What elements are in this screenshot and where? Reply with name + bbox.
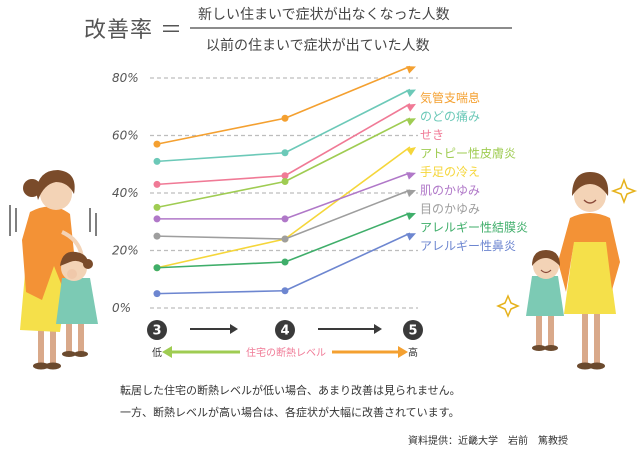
data-point bbox=[153, 232, 161, 240]
legend-item: 肌のかゆみ bbox=[420, 184, 480, 198]
data-point bbox=[153, 290, 161, 298]
x-arrow-right-head bbox=[398, 346, 408, 358]
x-tick-badge bbox=[275, 320, 295, 340]
caption-line-1: 転居した住宅の断熱レベルが低い場合、あまり改善は見られません。 bbox=[120, 384, 461, 397]
x-tick-badge bbox=[147, 320, 167, 340]
y-tick-label: 0% bbox=[112, 301, 131, 315]
data-point bbox=[153, 180, 161, 188]
x-arrow-head-1 bbox=[230, 324, 238, 334]
data-point bbox=[281, 149, 289, 157]
x-low-label: 低 bbox=[152, 346, 162, 359]
data-point bbox=[281, 235, 289, 243]
y-tick-label: 80% bbox=[112, 71, 139, 85]
series-line-segment bbox=[156, 289, 286, 295]
legend-item: アトピー性皮膚炎 bbox=[420, 146, 516, 161]
series-arrowhead bbox=[406, 66, 416, 74]
series-line-segment bbox=[284, 212, 411, 263]
mother-child-sad-illustration bbox=[9, 170, 98, 370]
series-arrowhead bbox=[406, 103, 416, 112]
data-point bbox=[281, 114, 289, 122]
fraction-bar bbox=[190, 27, 512, 29]
x-high-label: 高 bbox=[408, 346, 418, 359]
data-point bbox=[153, 157, 161, 165]
source-credit: 資料提供：近畿大学 岩前 篤教授 bbox=[408, 436, 568, 447]
data-point bbox=[153, 215, 161, 223]
series-line-segment bbox=[156, 117, 286, 145]
series-line-segment bbox=[156, 235, 286, 240]
x-axis-label: 住宅の断熱レベル bbox=[246, 346, 326, 359]
series-line-segment bbox=[284, 103, 411, 177]
data-point bbox=[281, 287, 289, 295]
x-arrow-head-2 bbox=[374, 324, 382, 334]
series-line-segment bbox=[284, 232, 411, 292]
formula-numerator: 新しい住まいで症状が出なくなった人数 bbox=[198, 7, 450, 23]
series-arrowhead bbox=[406, 172, 416, 180]
series-arrowhead bbox=[406, 189, 416, 198]
formula-equals: ＝ bbox=[160, 18, 183, 43]
formula-denominator: 以前の住まいで症状が出ていた人数 bbox=[206, 38, 430, 54]
data-point bbox=[153, 140, 161, 148]
data-point bbox=[153, 203, 161, 211]
data-point bbox=[281, 258, 289, 266]
x-tick-label: 4 bbox=[280, 324, 289, 339]
legend-item: 気管支喘息 bbox=[420, 90, 480, 105]
legend-item: 目のかゆみ bbox=[420, 202, 480, 216]
y-tick-label: 40% bbox=[112, 186, 139, 200]
legend-item: アレルギー性結膜炎 bbox=[420, 221, 528, 235]
series-line-segment bbox=[284, 65, 411, 119]
series-line-segment bbox=[284, 146, 411, 240]
x-tick-label: 3 bbox=[152, 324, 161, 339]
series-line-segment bbox=[284, 88, 411, 154]
series-arrowhead bbox=[406, 118, 416, 126]
series-line-segment bbox=[156, 261, 286, 269]
x-tick-badge bbox=[403, 320, 423, 340]
series-arrowhead bbox=[406, 212, 416, 221]
chart-legend: 気管支喘息のどの痛みせきアトピー性皮膚炎手足の冷え肌のかゆみ目のかゆみアレルギー… bbox=[420, 90, 528, 253]
x-label-bg bbox=[240, 344, 332, 359]
formula-label: 改善率 bbox=[84, 18, 154, 43]
series-arrowhead bbox=[406, 89, 416, 98]
chart-gridlines bbox=[150, 77, 418, 309]
series-line-segment bbox=[284, 117, 411, 183]
series-line-segment bbox=[284, 172, 411, 220]
series-arrowhead bbox=[406, 233, 416, 241]
x-tick-label: 5 bbox=[408, 324, 417, 339]
series-line-segment bbox=[156, 238, 286, 269]
chart-series bbox=[153, 65, 416, 298]
legend-item: のどの痛み bbox=[420, 109, 480, 124]
x-arrow-left-head bbox=[162, 346, 172, 358]
series-line-segment bbox=[284, 189, 411, 240]
series-line-segment bbox=[156, 151, 286, 163]
data-point bbox=[281, 172, 289, 180]
series-line-segment bbox=[156, 180, 286, 209]
legend-item: せき bbox=[420, 128, 444, 142]
data-point bbox=[281, 178, 289, 185]
series-line-segment bbox=[156, 174, 286, 186]
data-point bbox=[281, 215, 289, 223]
legend-item: 手足の冷え bbox=[420, 165, 480, 179]
y-axis-ticks: 0% 20% 40% 60% 80% bbox=[112, 71, 139, 315]
data-point bbox=[153, 264, 161, 272]
x-axis: 住宅の断熱レベル bbox=[162, 324, 408, 359]
y-tick-label: 20% bbox=[112, 244, 139, 258]
legend-item: アレルギー性鼻炎 bbox=[420, 238, 516, 253]
mother-child-happy-illustration bbox=[496, 172, 638, 370]
y-tick-label: 60% bbox=[112, 129, 139, 143]
series-arrowhead bbox=[406, 147, 416, 156]
caption-line-2: 一方、断熱レベルが高い場合は、各症状が大幅に改善されています。 bbox=[120, 406, 460, 419]
x-axis-ticks: 3 4 5 低 高 bbox=[147, 320, 423, 359]
